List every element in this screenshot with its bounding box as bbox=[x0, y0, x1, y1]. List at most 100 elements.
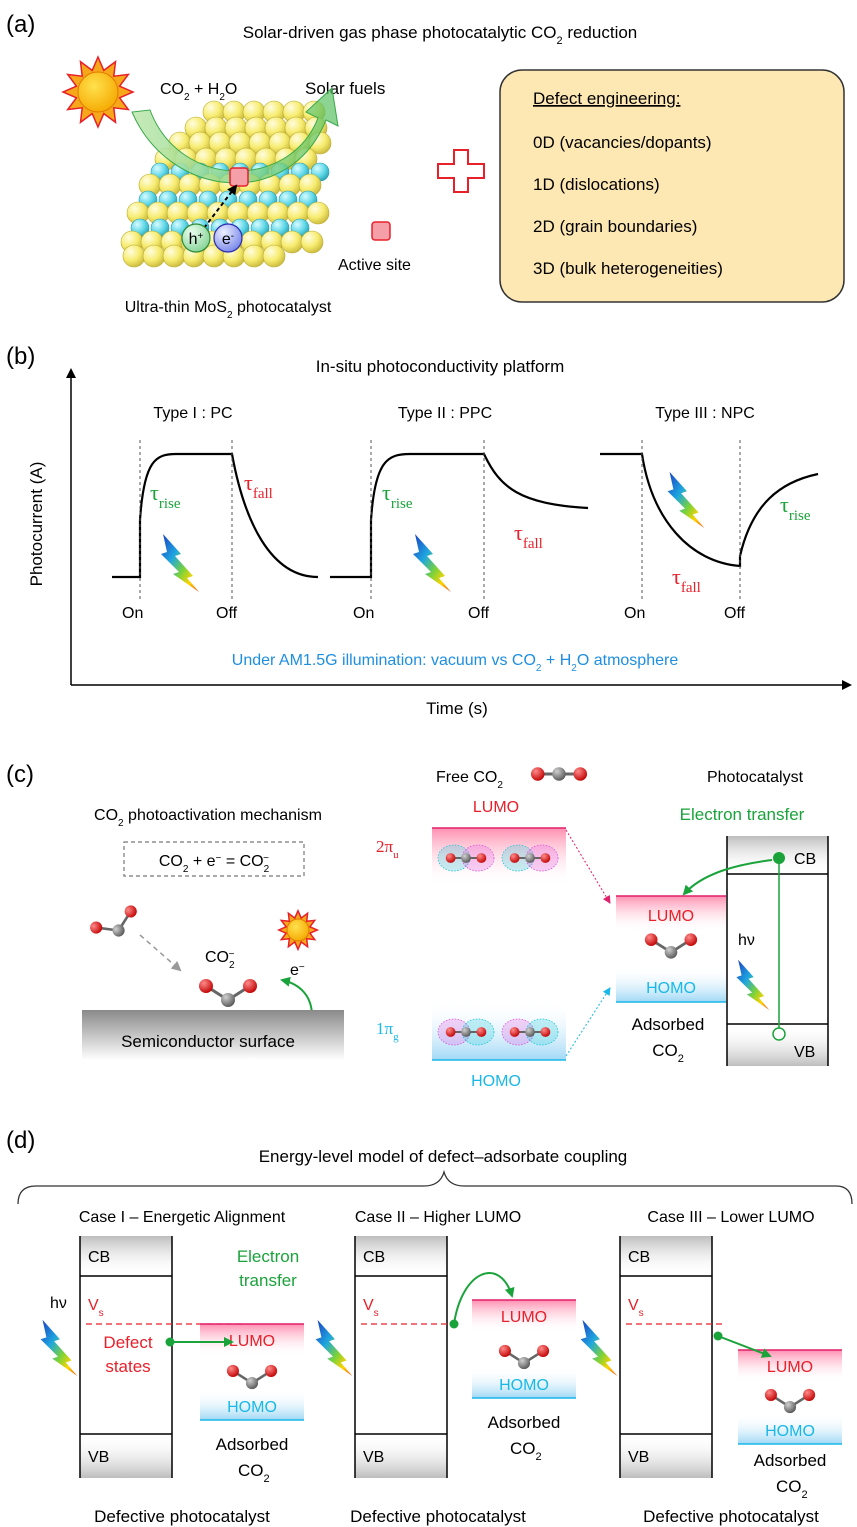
mos2-atom bbox=[306, 201, 330, 225]
off-label: Off bbox=[468, 605, 490, 622]
mos2-atom bbox=[122, 244, 146, 268]
case-title: Case II – Higher LUMO bbox=[355, 1209, 521, 1226]
electron-transfer-arrow bbox=[717, 1335, 772, 1358]
tau-rise-label: τrise bbox=[150, 480, 181, 512]
adsorbed-label: Adsorbed bbox=[754, 1451, 827, 1470]
plus-icon bbox=[437, 149, 485, 193]
free-co2-label: Free CO2 bbox=[436, 769, 503, 791]
panel-b-label: (b) bbox=[6, 343, 35, 370]
light-bolt-icon bbox=[736, 959, 770, 1010]
on-label: On bbox=[353, 605, 374, 622]
adsorbed-co2-molecule bbox=[498, 1344, 550, 1370]
defect-states-label: states bbox=[105, 1357, 150, 1376]
defect-electron bbox=[449, 1319, 459, 1329]
mos2-atom bbox=[162, 244, 186, 268]
adsorbed-co2-label: CO2 bbox=[776, 1477, 808, 1501]
adsorbed-co2-anion bbox=[197, 978, 259, 1008]
tau-rise-label: τrise bbox=[382, 480, 413, 512]
adsorbed-co2-molecule bbox=[226, 1364, 278, 1390]
sun-icon bbox=[61, 55, 135, 129]
light-bolt-icon bbox=[580, 1319, 618, 1376]
reduction-equation: CO2 + e− = CO2− bbox=[159, 853, 270, 875]
electron-transfer-label: Electron transfer bbox=[680, 805, 805, 824]
on-label: On bbox=[624, 605, 645, 622]
panel-d-label: (d) bbox=[6, 1127, 35, 1154]
defect-item: 1D (dislocations) bbox=[533, 175, 660, 194]
vb-label: VB bbox=[794, 1044, 815, 1061]
co2-orbital-molecule bbox=[444, 1025, 488, 1039]
type-ii-label: Type II : PPC bbox=[398, 405, 492, 422]
reactant-label: CO2 + H2O bbox=[160, 81, 237, 103]
adsorbed-label: Adsorbed bbox=[216, 1435, 289, 1454]
mos2-atom bbox=[300, 230, 324, 254]
panel-a-label: (a) bbox=[6, 11, 35, 38]
mos2-atom bbox=[262, 244, 286, 268]
co2-orbital-molecule bbox=[508, 851, 552, 865]
cb-band bbox=[80, 1236, 172, 1276]
free-co2-molecule bbox=[86, 901, 146, 949]
electron-carrier bbox=[213, 223, 243, 253]
panel-c-label: (c) bbox=[6, 761, 34, 788]
brace bbox=[17, 1169, 853, 1205]
cb-band bbox=[355, 1236, 447, 1276]
type-i-label: Type I : PC bbox=[153, 405, 232, 422]
case-title: Case III – Lower LUMO bbox=[647, 1209, 814, 1226]
defect-box-title: Defect engineering: bbox=[533, 89, 680, 108]
vs-label: Vs bbox=[628, 1297, 644, 1319]
homo-label: HOMO bbox=[765, 1423, 815, 1440]
mos2-lattice bbox=[120, 100, 332, 268]
off-label: Off bbox=[216, 605, 238, 622]
sun-icon bbox=[276, 908, 320, 952]
mos2-atom bbox=[242, 244, 266, 268]
y-axis-label: Photocurrent (A) bbox=[27, 462, 46, 587]
defect-item: 3D (bulk heterogeneities) bbox=[533, 259, 723, 278]
case-2: Case II – Higher LUMO CB VB Vs LUMO HOMO Adsor… bbox=[315, 1209, 576, 1526]
lumo-label: LUMO bbox=[473, 799, 519, 816]
lumo-orbitals bbox=[437, 844, 559, 872]
sun-disc bbox=[286, 918, 310, 942]
hole-label: h+ bbox=[189, 231, 204, 249]
light-bolt-icon bbox=[315, 1319, 353, 1376]
vs-label: Vs bbox=[88, 1297, 104, 1319]
vb-label: VB bbox=[88, 1449, 109, 1466]
x-axis-label: Time (s) bbox=[426, 699, 488, 718]
mos2-atom bbox=[142, 244, 166, 268]
panel-b-title: In-situ photoconductivity platform bbox=[316, 357, 565, 376]
vb-band bbox=[80, 1434, 172, 1478]
mechanism-title: CO2 photoactivation mechanism bbox=[94, 807, 322, 829]
vb-band bbox=[620, 1434, 712, 1478]
hv-label: hν bbox=[50, 1295, 67, 1312]
defect-electron bbox=[713, 1331, 723, 1341]
surface-label: Semiconductor surface bbox=[121, 1032, 295, 1051]
homo-label: HOMO bbox=[227, 1399, 277, 1416]
adsorbed-lumo-band bbox=[616, 896, 726, 932]
electron-label: e- bbox=[222, 231, 234, 249]
active-site-label: Active site bbox=[338, 257, 411, 274]
homo-label: HOMO bbox=[471, 1073, 521, 1090]
defect-electron bbox=[165, 1337, 175, 1347]
sun-disc bbox=[77, 71, 119, 113]
defective-photocatalyst-caption: Defective photocatalyst bbox=[350, 1507, 526, 1526]
light-bolt-icon bbox=[667, 471, 705, 528]
type-iii-curve bbox=[600, 452, 819, 568]
adsorbed-co2-molecule bbox=[644, 932, 698, 960]
defect-item: 0D (vacancies/dopants) bbox=[533, 133, 712, 152]
defective-photocatalyst-caption: Defective photocatalyst bbox=[643, 1507, 819, 1526]
type-iii-label: Type III : NPC bbox=[655, 405, 755, 422]
cb-label: CB bbox=[363, 1249, 385, 1266]
hv-label: hν bbox=[738, 932, 755, 949]
case-1: Case I – Energetic Alignment CB VB Vs LUMO HO… bbox=[40, 1209, 304, 1526]
tau-fall-label: τfall bbox=[672, 564, 701, 596]
hole bbox=[772, 1027, 786, 1041]
homo-shift-arrow bbox=[565, 987, 611, 1057]
case-3: Case III – Lower LUMO CB VB Vs LUMO HOMO Adsor… bbox=[580, 1209, 842, 1526]
semiconductor-surface bbox=[82, 1010, 344, 1060]
lumo-band bbox=[738, 1350, 842, 1382]
illumination-note: Under AM1.5G illumination: vacuum vs CO2… bbox=[232, 652, 679, 674]
cb-label: CB bbox=[628, 1249, 650, 1266]
equation-box bbox=[123, 841, 305, 877]
tau-rise-label: τrise bbox=[780, 492, 811, 524]
electron-label: e− bbox=[290, 962, 305, 980]
adsorption-arrow bbox=[139, 934, 182, 972]
lumo-band bbox=[472, 1300, 576, 1332]
